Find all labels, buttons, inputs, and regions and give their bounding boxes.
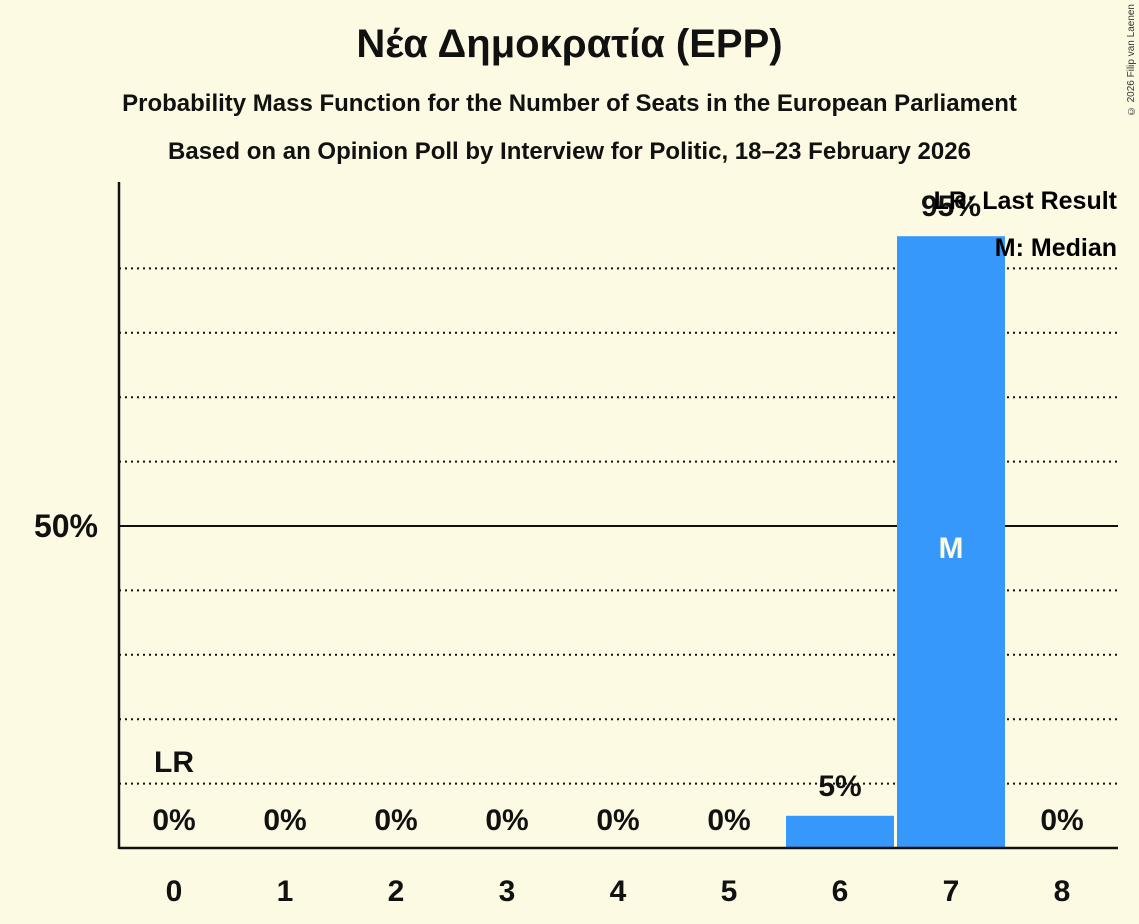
chart-source-line: Based on an Opinion Poll by Interview fo… [168,138,971,165]
legend-median: M: Median [995,234,1117,262]
x-tick-0: 0 [166,875,183,908]
bar-seat-6 [786,815,894,848]
x-tick-7: 7 [943,875,960,908]
value-label-seat-6: 5% [818,770,861,803]
x-tick-8: 8 [1054,875,1071,908]
chart-title: Νέα Δημοκρατία (EPP) [356,22,783,66]
bar-seat-7 [897,236,1005,848]
chart-subtitle: Probability Mass Function for the Number… [122,90,1017,117]
x-tick-2: 2 [388,875,405,908]
value-label-seat-5: 0% [707,804,750,837]
value-label-seat-0: 0% [152,804,195,837]
x-tick-1: 1 [277,875,294,908]
labels: 0% 0 0% 1 0% 2 0% 3 0% 4 0% 5 5% 6 95% 7 0% 8 LR M [152,190,1083,908]
value-label-seat-1: 0% [263,804,306,837]
last-result-marker: LR [154,746,194,779]
axes: 50% [34,182,1118,850]
x-tick-3: 3 [499,875,516,908]
value-label-seat-2: 0% [374,804,417,837]
value-label-seat-3: 0% [485,804,528,837]
x-tick-4: 4 [610,875,627,908]
value-label-seat-7: 95% [921,190,981,223]
legend-last-result: LR: Last Result [934,187,1118,215]
x-tick-6: 6 [832,875,849,908]
median-marker: M [939,532,964,565]
bars [786,236,1005,848]
value-label-seat-8: 0% [1040,804,1083,837]
x-tick-5: 5 [721,875,738,908]
legend: LR: Last Result M: Median [934,187,1118,262]
value-label-seat-4: 0% [596,804,639,837]
y-tick-50: 50% [34,508,98,544]
